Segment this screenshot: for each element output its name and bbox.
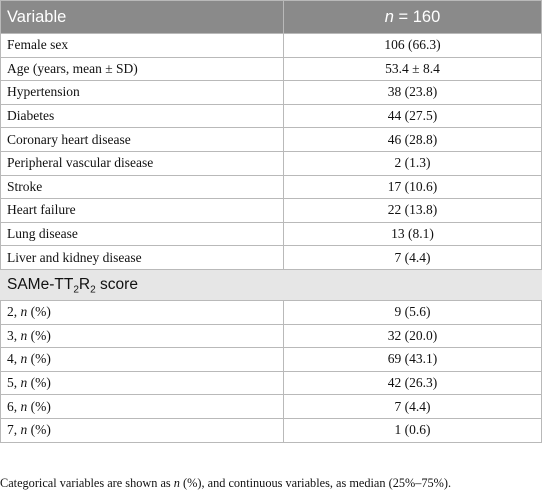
- value-cell: 7 (4.4): [283, 394, 542, 419]
- score-pct: (%): [27, 422, 51, 438]
- score-n-italic: n: [20, 422, 28, 438]
- score-number: 6,: [7, 398, 21, 414]
- variable-cell: Heart failure: [0, 198, 284, 223]
- variable-cell: Peripheral vascular disease: [0, 150, 284, 176]
- variable-cell: Lung disease: [0, 221, 284, 247]
- score-n-italic: n: [20, 351, 28, 367]
- section-sub2: 2: [90, 284, 96, 296]
- value-cell: 69 (43.1): [283, 347, 542, 372]
- table-row: 7, n (%) 1 (0.6): [0, 417, 542, 443]
- score-pct: (%): [27, 327, 51, 343]
- score-label-cell: 6, n (%): [0, 394, 284, 419]
- table-row: Age (years, mean ± SD) 53.4 ± 8.4: [0, 56, 542, 82]
- variable-cell: Hypertension: [0, 80, 284, 105]
- score-n-italic: n: [20, 375, 28, 391]
- variable-cell: Liver and kidney disease: [0, 245, 284, 270]
- score-number: 5,: [7, 375, 21, 391]
- score-pct: (%): [27, 351, 51, 367]
- table-footnote: Categorical variables are shown as n (%)…: [0, 476, 542, 491]
- section-header-row: SAMe-TT2R2 score: [0, 268, 542, 301]
- value-cell: 38 (23.8): [283, 80, 542, 105]
- general-rows-body: Female sex 106 (66.3) Age (years, mean ± S…: [0, 33, 542, 270]
- value-cell: 17 (10.6): [283, 174, 542, 200]
- table-row: Stroke 17 (10.6): [0, 174, 542, 200]
- footnote-part2: (%), and continuous variables, as median…: [179, 476, 452, 490]
- score-pct: (%): [27, 304, 51, 320]
- score-rows-body: 2, n (%) 9 (5.6) 3, n (%) 32 (20.0) 4, n (%)…: [0, 299, 542, 443]
- variable-cell: Diabetes: [0, 103, 284, 129]
- n-header-value: = 160: [393, 7, 441, 26]
- table-row: Lung disease 13 (8.1): [0, 221, 542, 247]
- variable-cell: Age (years, mean ± SD): [0, 56, 284, 82]
- section-sub1: 2: [73, 284, 79, 296]
- table-row: 3, n (%) 32 (20.0): [0, 323, 542, 349]
- value-cell: 13 (8.1): [283, 221, 542, 247]
- value-cell: 22 (13.8): [283, 198, 542, 223]
- value-cell: 46 (28.8): [283, 127, 542, 152]
- score-number: 3,: [7, 327, 21, 343]
- value-cell: 32 (20.0): [283, 323, 542, 349]
- score-label-cell: 4, n (%): [0, 347, 284, 372]
- table-row: 2, n (%) 9 (5.6): [0, 299, 542, 325]
- score-label-cell: 3, n (%): [0, 323, 284, 349]
- characteristics-table: Variable n = 160 Female sex 106 (66.3) Age…: [0, 0, 542, 443]
- score-label-cell: 7, n (%): [0, 417, 284, 443]
- score-n-italic: n: [20, 398, 28, 414]
- variable-cell: Female sex: [0, 33, 284, 58]
- table-row: Peripheral vascular disease 2 (1.3): [0, 150, 542, 176]
- characteristics-table-container: Variable n = 160 Female sex 106 (66.3) Age…: [0, 0, 542, 443]
- value-cell: 7 (4.4): [283, 245, 542, 270]
- value-cell: 106 (66.3): [283, 33, 542, 58]
- score-n-italic: n: [20, 304, 28, 320]
- variable-column-header: Variable: [0, 0, 284, 34]
- table-row: 4, n (%) 69 (43.1): [0, 347, 542, 372]
- value-cell: 42 (26.3): [283, 370, 542, 396]
- table-row: 6, n (%) 7 (4.4): [0, 394, 542, 419]
- table-row: Female sex 106 (66.3): [0, 33, 542, 58]
- table-row: Liver and kidney disease 7 (4.4): [0, 245, 542, 270]
- table-row: 5, n (%) 42 (26.3): [0, 370, 542, 396]
- section-mid: R: [78, 275, 91, 293]
- score-label-cell: 5, n (%): [0, 370, 284, 396]
- n-column-header: n = 160: [283, 0, 542, 34]
- variable-cell: Stroke: [0, 174, 284, 200]
- value-cell: 9 (5.6): [283, 299, 542, 325]
- value-cell: 1 (0.6): [283, 417, 542, 443]
- table-row: Heart failure 22 (13.8): [0, 198, 542, 223]
- score-label-cell: 2, n (%): [0, 299, 284, 325]
- score-number: 7,: [7, 422, 21, 438]
- section-suffix: score: [95, 275, 138, 293]
- value-cell: 2 (1.3): [283, 150, 542, 176]
- value-cell: 44 (27.5): [283, 103, 542, 129]
- table-row: Coronary heart disease 46 (28.8): [0, 127, 542, 152]
- score-pct: (%): [27, 375, 51, 391]
- section-prefix: SAMe-TT: [7, 275, 74, 293]
- score-n-italic: n: [20, 327, 28, 343]
- table-row: Hypertension 38 (23.8): [0, 80, 542, 105]
- table-header-row: Variable n = 160: [0, 0, 542, 34]
- value-cell: 53.4 ± 8.4: [283, 56, 542, 82]
- variable-cell: Coronary heart disease: [0, 127, 284, 152]
- score-pct: (%): [27, 398, 51, 414]
- table-row: Diabetes 44 (27.5): [0, 103, 542, 129]
- score-number: 4,: [7, 351, 21, 367]
- score-number: 2,: [7, 304, 21, 320]
- footnote-n-italic: n: [173, 476, 180, 490]
- footnote-part1: Categorical variables are shown as: [0, 476, 174, 490]
- section-header-sameTT2R2: SAMe-TT2R2 score: [0, 268, 542, 301]
- n-header-italic: n: [384, 7, 394, 26]
